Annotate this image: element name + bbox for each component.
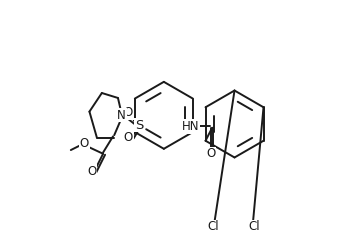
Text: O: O <box>124 106 133 119</box>
Text: HN: HN <box>182 120 200 133</box>
Text: Cl: Cl <box>208 220 219 233</box>
Text: Cl: Cl <box>248 220 260 233</box>
Text: O: O <box>87 165 97 178</box>
Text: O: O <box>206 147 216 160</box>
Text: N: N <box>117 109 126 122</box>
Text: O: O <box>80 137 89 150</box>
Text: O: O <box>124 131 133 144</box>
Text: S: S <box>135 119 143 132</box>
